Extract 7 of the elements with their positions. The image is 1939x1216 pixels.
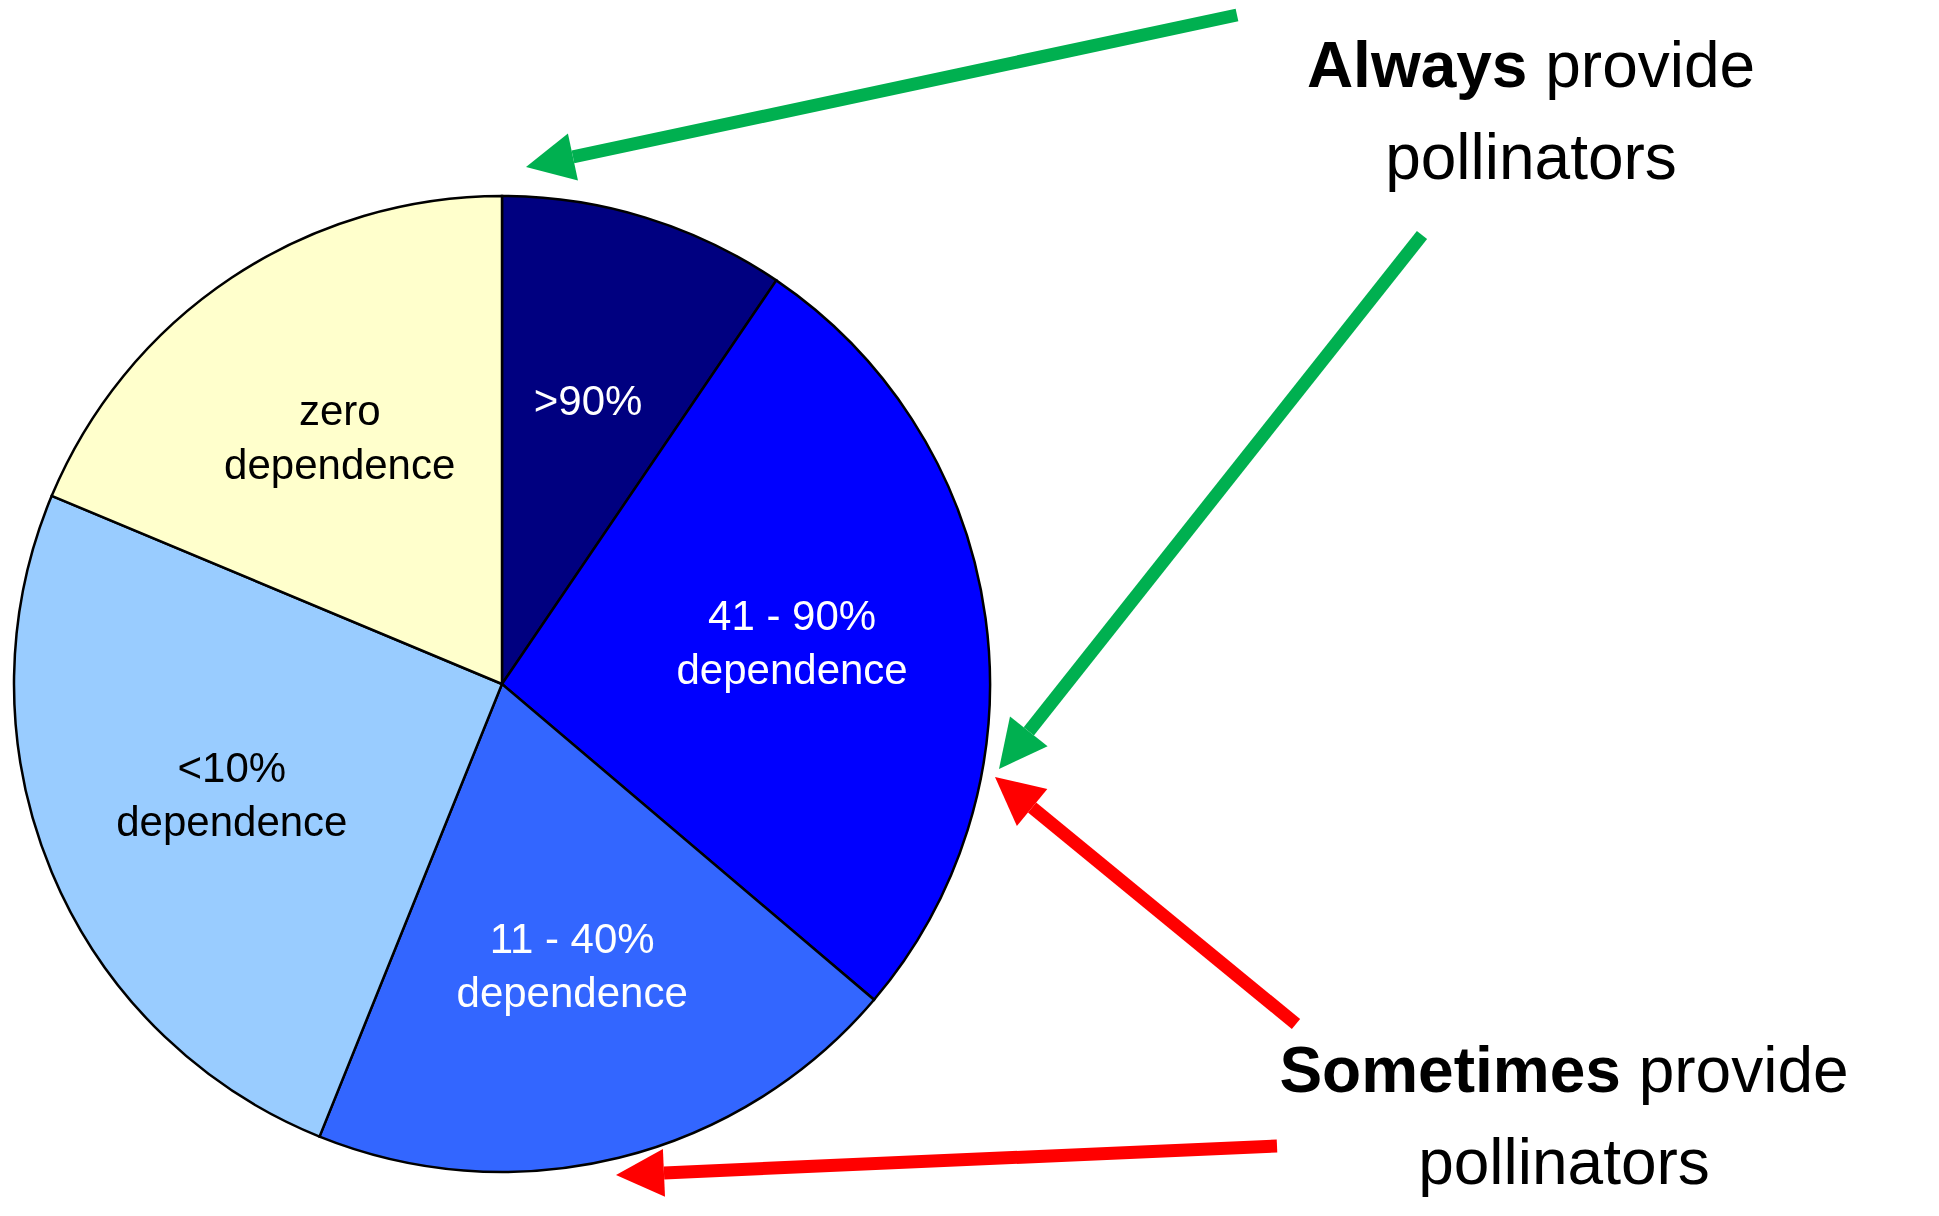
text: Sometimes provide pollinators [1279,1033,1849,1198]
text: Always provide pollinators [1306,28,1756,193]
slice-label: <10% dependence [116,743,348,845]
slice-label: >90% [533,377,643,425]
slice-label: zero dependence [224,387,456,489]
slice-label: 41 - 90% dependence [676,591,908,693]
slice-label: 11 - 40% dependence [456,915,688,1017]
